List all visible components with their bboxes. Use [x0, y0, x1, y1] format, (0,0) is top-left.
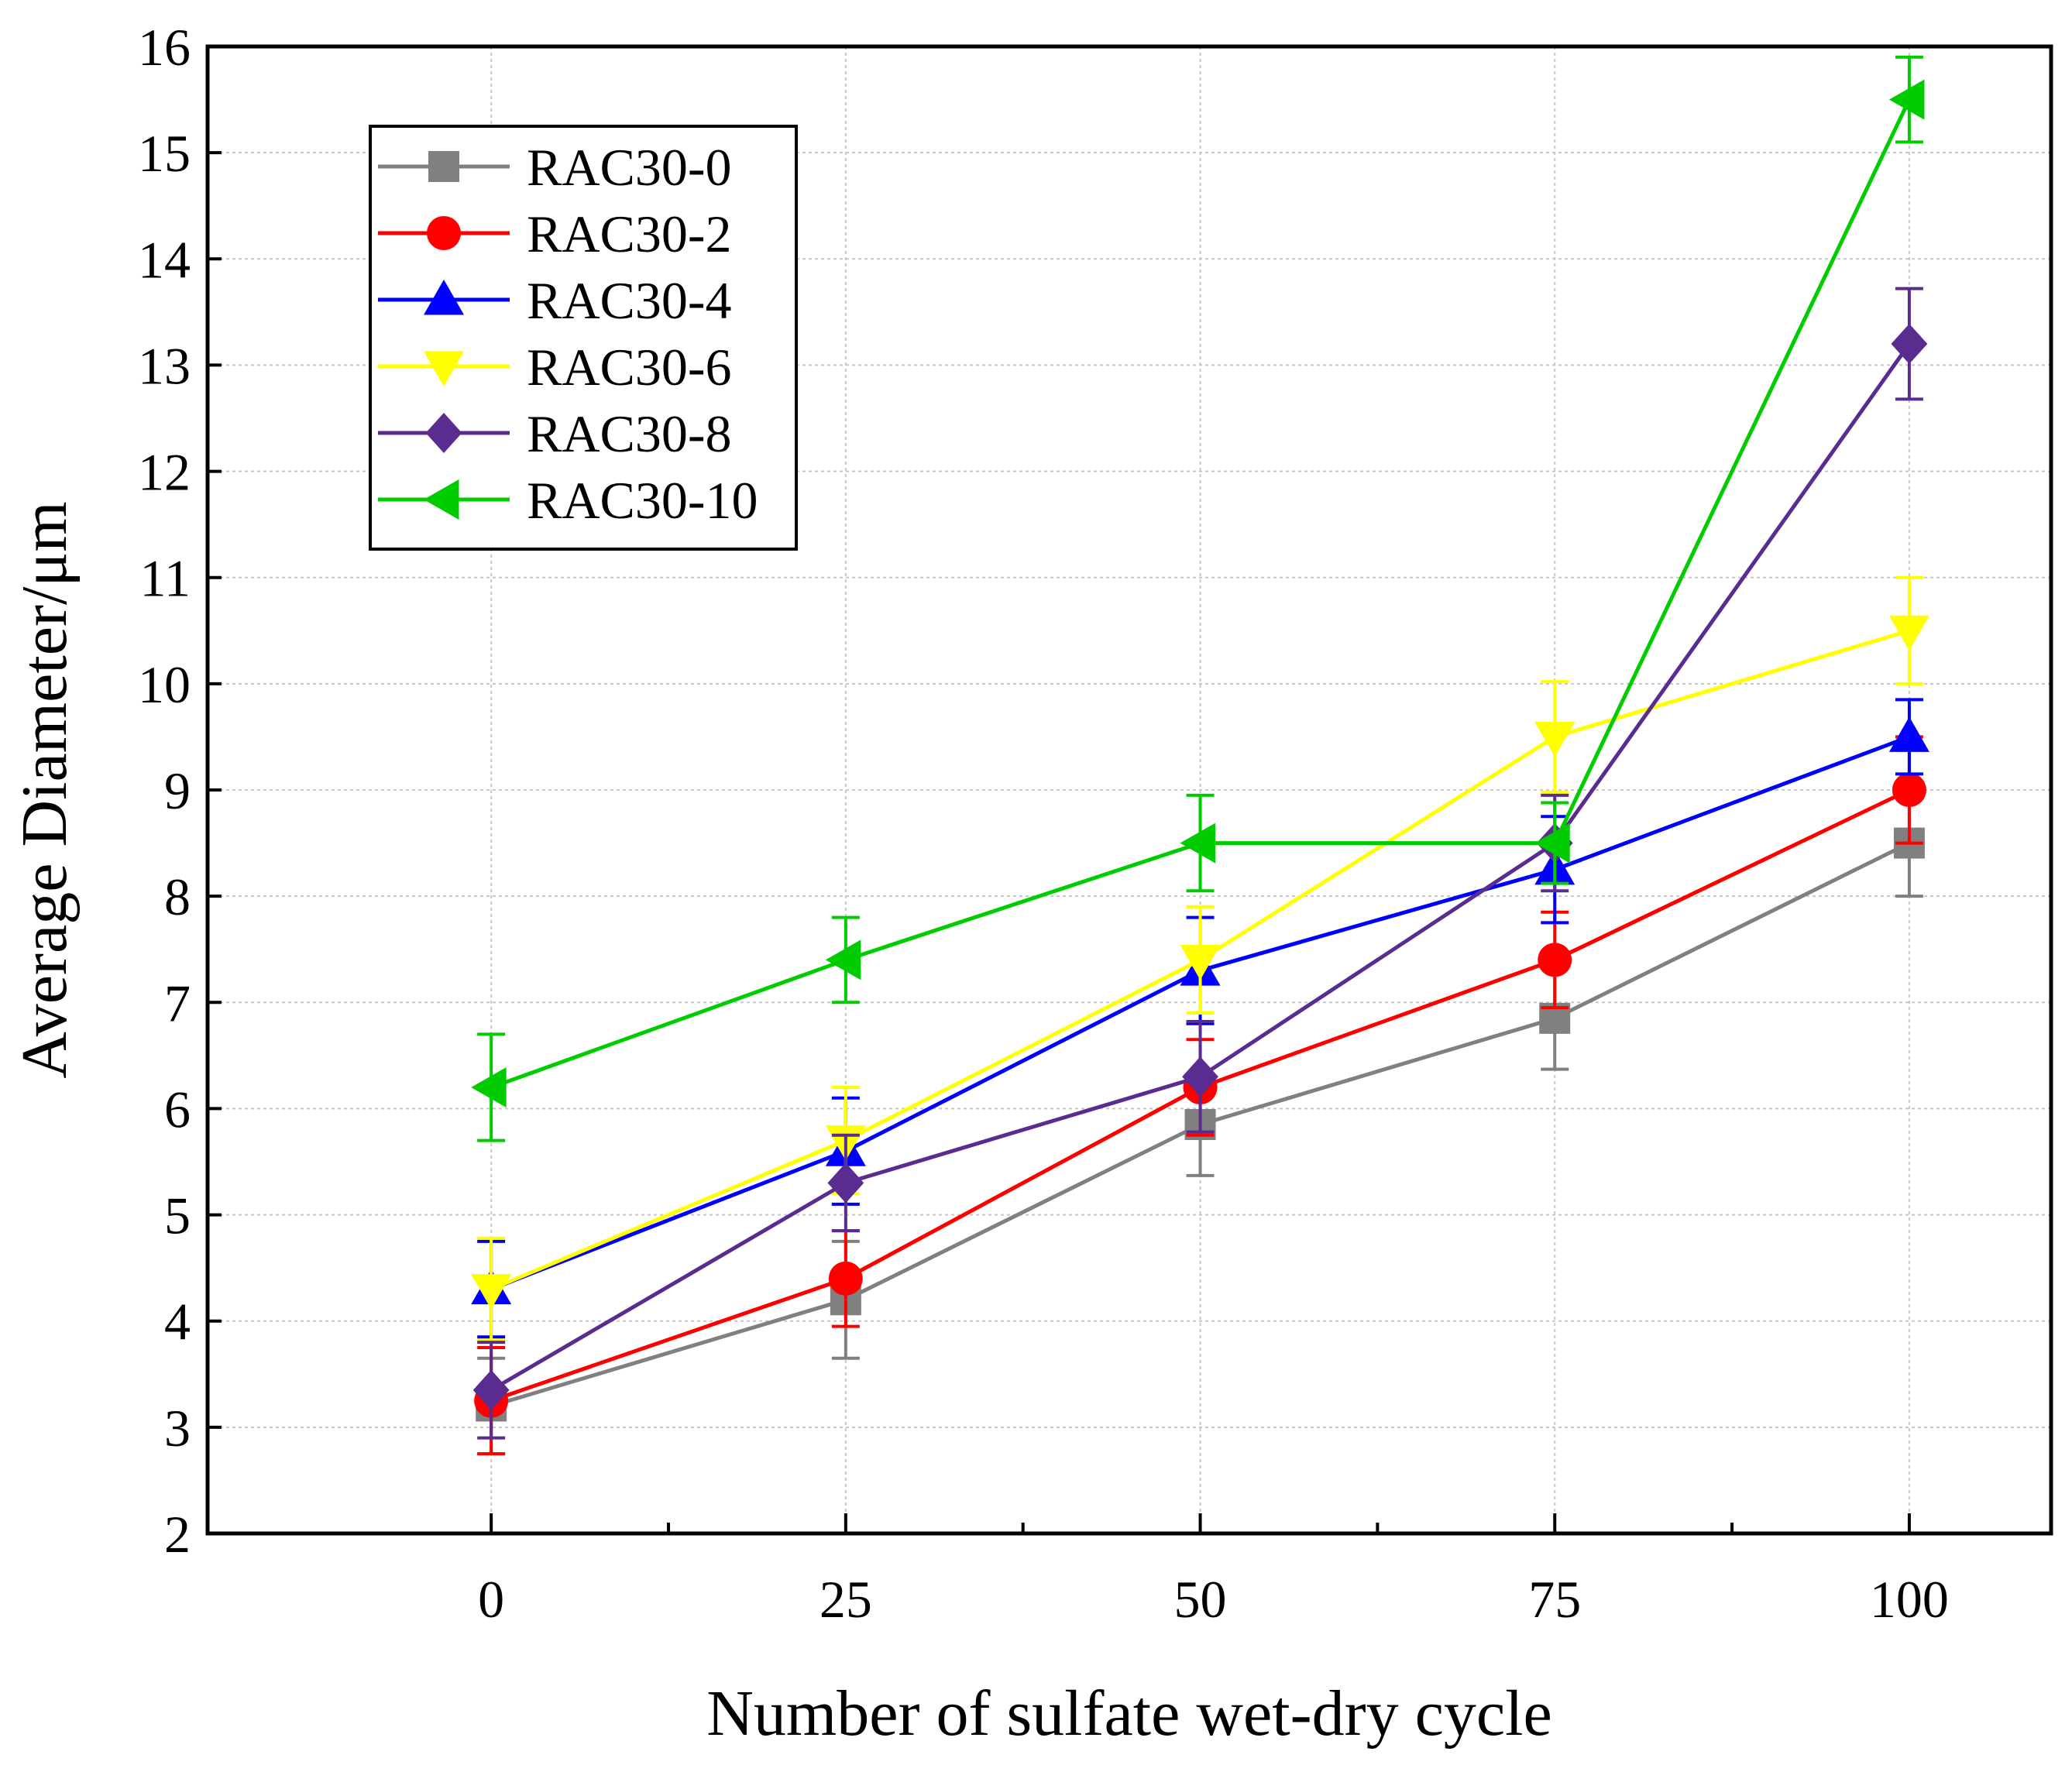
legend-label: RAC30-8	[527, 404, 731, 463]
legend-marker	[424, 479, 459, 520]
legend-marker	[427, 216, 461, 250]
data-point	[471, 1067, 507, 1108]
y-tick-label: 6	[164, 1080, 191, 1138]
data-point	[471, 1274, 512, 1310]
y-tick-label: 14	[138, 230, 191, 289]
y-tick-label: 9	[164, 761, 191, 820]
y-tick-label: 7	[164, 974, 191, 1032]
y-axis-label: Average Diameter/μm	[9, 501, 81, 1078]
y-tick-label: 16	[138, 18, 191, 77]
legend-item-RAC30-10: RAC30-10	[378, 471, 758, 530]
y-tick-label: 15	[138, 124, 191, 183]
data-point	[1180, 822, 1216, 864]
y-tick-label: 3	[164, 1399, 191, 1458]
axis-ticks: 2 3 4 5 6 7 8 9 10 11 12 13 14 15 16 0 25 50 75 100	[138, 18, 1949, 1629]
legend: RAC30-0 RAC30-2 RAC30-4 RAC30-6 RAC30-8 RAC30…	[369, 125, 798, 551]
x-tick-label: 25	[820, 1570, 872, 1629]
y-tick-label: 12	[138, 443, 191, 502]
legend-label: RAC30-2	[527, 204, 731, 263]
legend-item-RAC30-4: RAC30-4	[378, 271, 731, 330]
x-tick-label: 0	[478, 1570, 504, 1629]
data-point	[1892, 773, 1926, 807]
data-point	[1888, 615, 1929, 651]
series-layer	[471, 55, 1929, 1456]
legend-marker	[428, 151, 459, 182]
y-tick-label: 11	[140, 549, 191, 608]
series-RAC30-6	[471, 575, 1929, 1342]
legend-marker	[424, 351, 464, 386]
y-tick-label: 2	[164, 1505, 191, 1564]
y-tick-label: 10	[138, 655, 191, 714]
legend-item-RAC30-6: RAC30-6	[378, 338, 731, 397]
x-tick-label: 50	[1174, 1570, 1227, 1629]
data-point	[1891, 324, 1928, 364]
x-axis-label: Number of sulfate wet-dry cycle	[706, 1678, 1552, 1750]
legend-marker	[425, 413, 462, 453]
data-point	[1534, 822, 1570, 864]
legend-marker	[424, 280, 464, 315]
data-point	[1534, 721, 1575, 757]
series-RAC30-8	[472, 287, 1928, 1440]
legend-label: RAC30-0	[527, 138, 731, 197]
legend-label: RAC30-6	[527, 338, 731, 397]
series-RAC30-10	[471, 55, 1925, 1142]
data-point	[827, 1162, 864, 1204]
legend-item-RAC30-2: RAC30-2	[378, 204, 731, 263]
legend-item-RAC30-8: RAC30-8	[378, 404, 731, 463]
y-tick-label: 13	[138, 336, 191, 395]
y-tick-label: 4	[164, 1293, 191, 1351]
data-point	[828, 1261, 863, 1296]
data-point	[1180, 944, 1221, 980]
x-tick-label: 75	[1528, 1570, 1581, 1629]
legend-label: RAC30-4	[527, 271, 731, 330]
y-tick-label: 5	[164, 1186, 191, 1245]
data-point	[1888, 79, 1925, 120]
legend-box	[369, 125, 798, 551]
data-point	[1538, 943, 1572, 977]
data-point	[1888, 716, 1929, 752]
data-point	[472, 1369, 510, 1410]
y-tick-label: 8	[164, 867, 191, 926]
data-point	[825, 939, 861, 980]
legend-label: RAC30-10	[527, 471, 758, 530]
legend-item-RAC30-0: RAC30-0	[378, 138, 731, 197]
data-point	[1182, 1056, 1218, 1097]
x-tick-label: 100	[1870, 1570, 1949, 1629]
